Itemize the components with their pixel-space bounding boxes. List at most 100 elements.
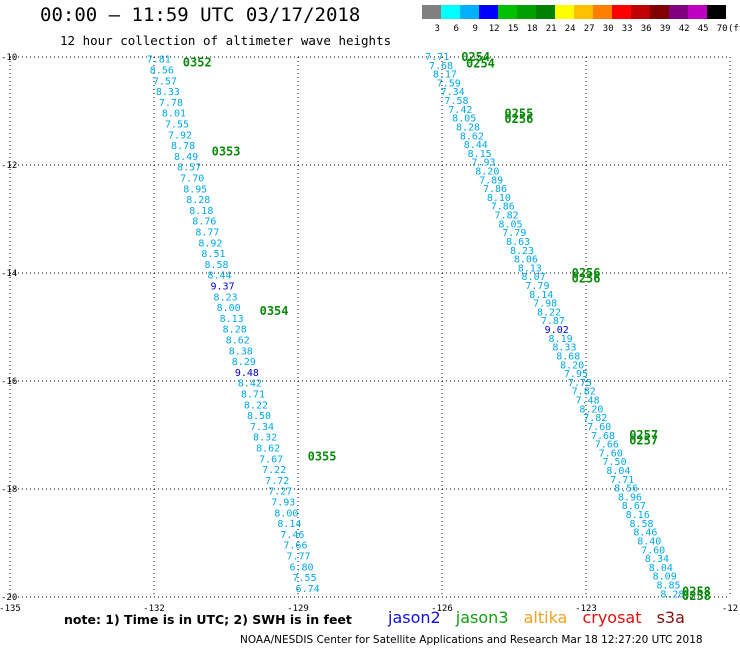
- wave-height-value: 9.02: [545, 325, 569, 336]
- wave-height-value: 7.42: [448, 105, 472, 116]
- wave-height-value: 7.67: [259, 454, 283, 465]
- colorbar-cell: [498, 5, 517, 19]
- colorbar-cell: [479, 5, 498, 19]
- wave-height-value: 8.00: [217, 303, 241, 314]
- wave-height-value: 8.13: [518, 263, 542, 274]
- wave-height-value: 7.48: [576, 396, 600, 407]
- wave-height-value: 7.66: [283, 541, 307, 552]
- wave-height-value: 8.34: [645, 554, 669, 565]
- colorbar-cell: [650, 5, 669, 19]
- wave-height-value: 8.95: [183, 184, 207, 195]
- colorbar-label: 36: [641, 24, 652, 34]
- wave-height-value: 8.78: [171, 141, 195, 152]
- wave-height-value: 8.07: [522, 272, 546, 283]
- page-subtitle: 12 hour collection of altimeter wave hei…: [60, 33, 392, 48]
- colorbar-cell: [460, 5, 479, 19]
- time-label: 0256: [572, 266, 601, 280]
- wave-height-value: 8.44: [207, 271, 231, 282]
- wave-height-value: 8.56: [150, 66, 174, 77]
- wave-height-value: 8.85: [656, 580, 680, 591]
- wave-height-value: 8.40: [637, 536, 661, 547]
- y-tick-label: -14: [1, 269, 17, 279]
- wave-height-value: 8.76: [192, 217, 216, 228]
- legend-altika: altika: [523, 608, 568, 627]
- y-tick-label: -18: [1, 485, 17, 495]
- wave-height-value: 8.20: [579, 404, 603, 415]
- wave-height-value: 8.38: [229, 346, 253, 357]
- wave-height-value: 8.10: [487, 193, 511, 204]
- wave-height-value: 7.60: [599, 448, 623, 459]
- colorbar-cell: [536, 5, 555, 19]
- colorbar-label: 6: [453, 24, 458, 34]
- wave-height-value: 8.28: [223, 325, 247, 336]
- wave-height-value: 8.96: [618, 492, 642, 503]
- wave-height-value: 8.04: [606, 466, 630, 477]
- colorbar-cell: [555, 5, 574, 19]
- time-label: 0258: [682, 585, 711, 599]
- wave-height-value: 8.51: [201, 249, 225, 260]
- time-label: 0355: [308, 450, 337, 464]
- x-tick-label: -12: [722, 604, 738, 614]
- wave-height-value: 7.22: [262, 465, 286, 476]
- wave-height-value: 7.82: [583, 413, 607, 424]
- colorbar-label: 33: [622, 24, 633, 34]
- wave-height-value: 8.20: [560, 360, 584, 371]
- colorbar-label: 45: [698, 24, 709, 34]
- wave-height-value: 8.44: [464, 140, 488, 151]
- time-label: 0354: [260, 304, 289, 318]
- wave-height-value: 8.18: [189, 206, 213, 217]
- wave-height-value: 8.17: [433, 70, 457, 81]
- wave-height-value: 8.00: [274, 508, 298, 519]
- colorbar-cell: [669, 5, 688, 19]
- wave-height-value: 7.60: [587, 422, 611, 433]
- wave-height-value: 8.33: [552, 343, 576, 354]
- y-tick-label: -10: [1, 53, 17, 63]
- wave-height-value: 8.06: [514, 255, 538, 266]
- wave-height-value: 7.82: [572, 387, 596, 398]
- colorbar-cell: [612, 5, 631, 19]
- note-text: note: 1) Time is in UTC; 2) SWH is in fe…: [64, 612, 352, 627]
- wave-height-value: 9.48: [235, 368, 259, 379]
- wave-height-value: 7.79: [502, 228, 526, 239]
- wave-height-value: 7.27: [268, 487, 292, 498]
- colorbar-label: 9: [472, 24, 477, 34]
- wave-height-value: 8.67: [622, 501, 646, 512]
- colorbar-cell: [707, 5, 726, 19]
- wave-height-value: 8.23: [510, 246, 534, 257]
- x-tick-label: -135: [0, 604, 21, 614]
- x-tick-label: -123: [575, 604, 597, 614]
- wave-height-value: 8.13: [220, 314, 244, 325]
- colorbar-cell: [631, 5, 650, 19]
- time-label: 0257: [629, 428, 658, 442]
- wave-height-value: 7.79: [525, 281, 549, 292]
- wave-height-value: 7.86: [483, 184, 507, 195]
- wave-height-value: 8.04: [649, 563, 673, 574]
- wave-height-value: 7.68: [591, 431, 615, 442]
- time-label: 0256: [572, 271, 601, 285]
- colorbar-label: 30: [603, 24, 614, 34]
- wave-height-value: 8.09: [653, 572, 677, 583]
- wave-height-value: 8.19: [549, 334, 573, 345]
- wave-height-value: 6.74: [296, 584, 320, 595]
- wave-height-value: 8.62: [460, 131, 484, 142]
- wave-height-value: 8.68: [556, 351, 580, 362]
- wave-height-value: 8.14: [529, 290, 553, 301]
- wave-height-value: 8.05: [498, 219, 522, 230]
- wave-height-value: 8.23: [214, 292, 238, 303]
- colorbar-label: 70: [717, 24, 728, 34]
- wave-height-value: 7.71: [610, 475, 634, 486]
- wave-height-value: 7.58: [444, 96, 468, 107]
- wave-height-value: 9.37: [211, 282, 235, 293]
- colorbar-label: 39: [660, 24, 671, 34]
- wave-height-value: 8.22: [244, 400, 268, 411]
- wave-height-value: 7.78: [159, 98, 183, 109]
- wave-height-value: 7.70: [180, 174, 204, 185]
- wave-height-value: 7.77: [286, 552, 310, 563]
- wave-height-value: 8.50: [247, 411, 271, 422]
- wave-height-value: 8.49: [174, 152, 198, 163]
- wave-height-value: 7.87: [541, 316, 565, 327]
- wave-height-value: 7.71: [425, 52, 449, 63]
- wave-height-value: 7.93: [271, 498, 295, 509]
